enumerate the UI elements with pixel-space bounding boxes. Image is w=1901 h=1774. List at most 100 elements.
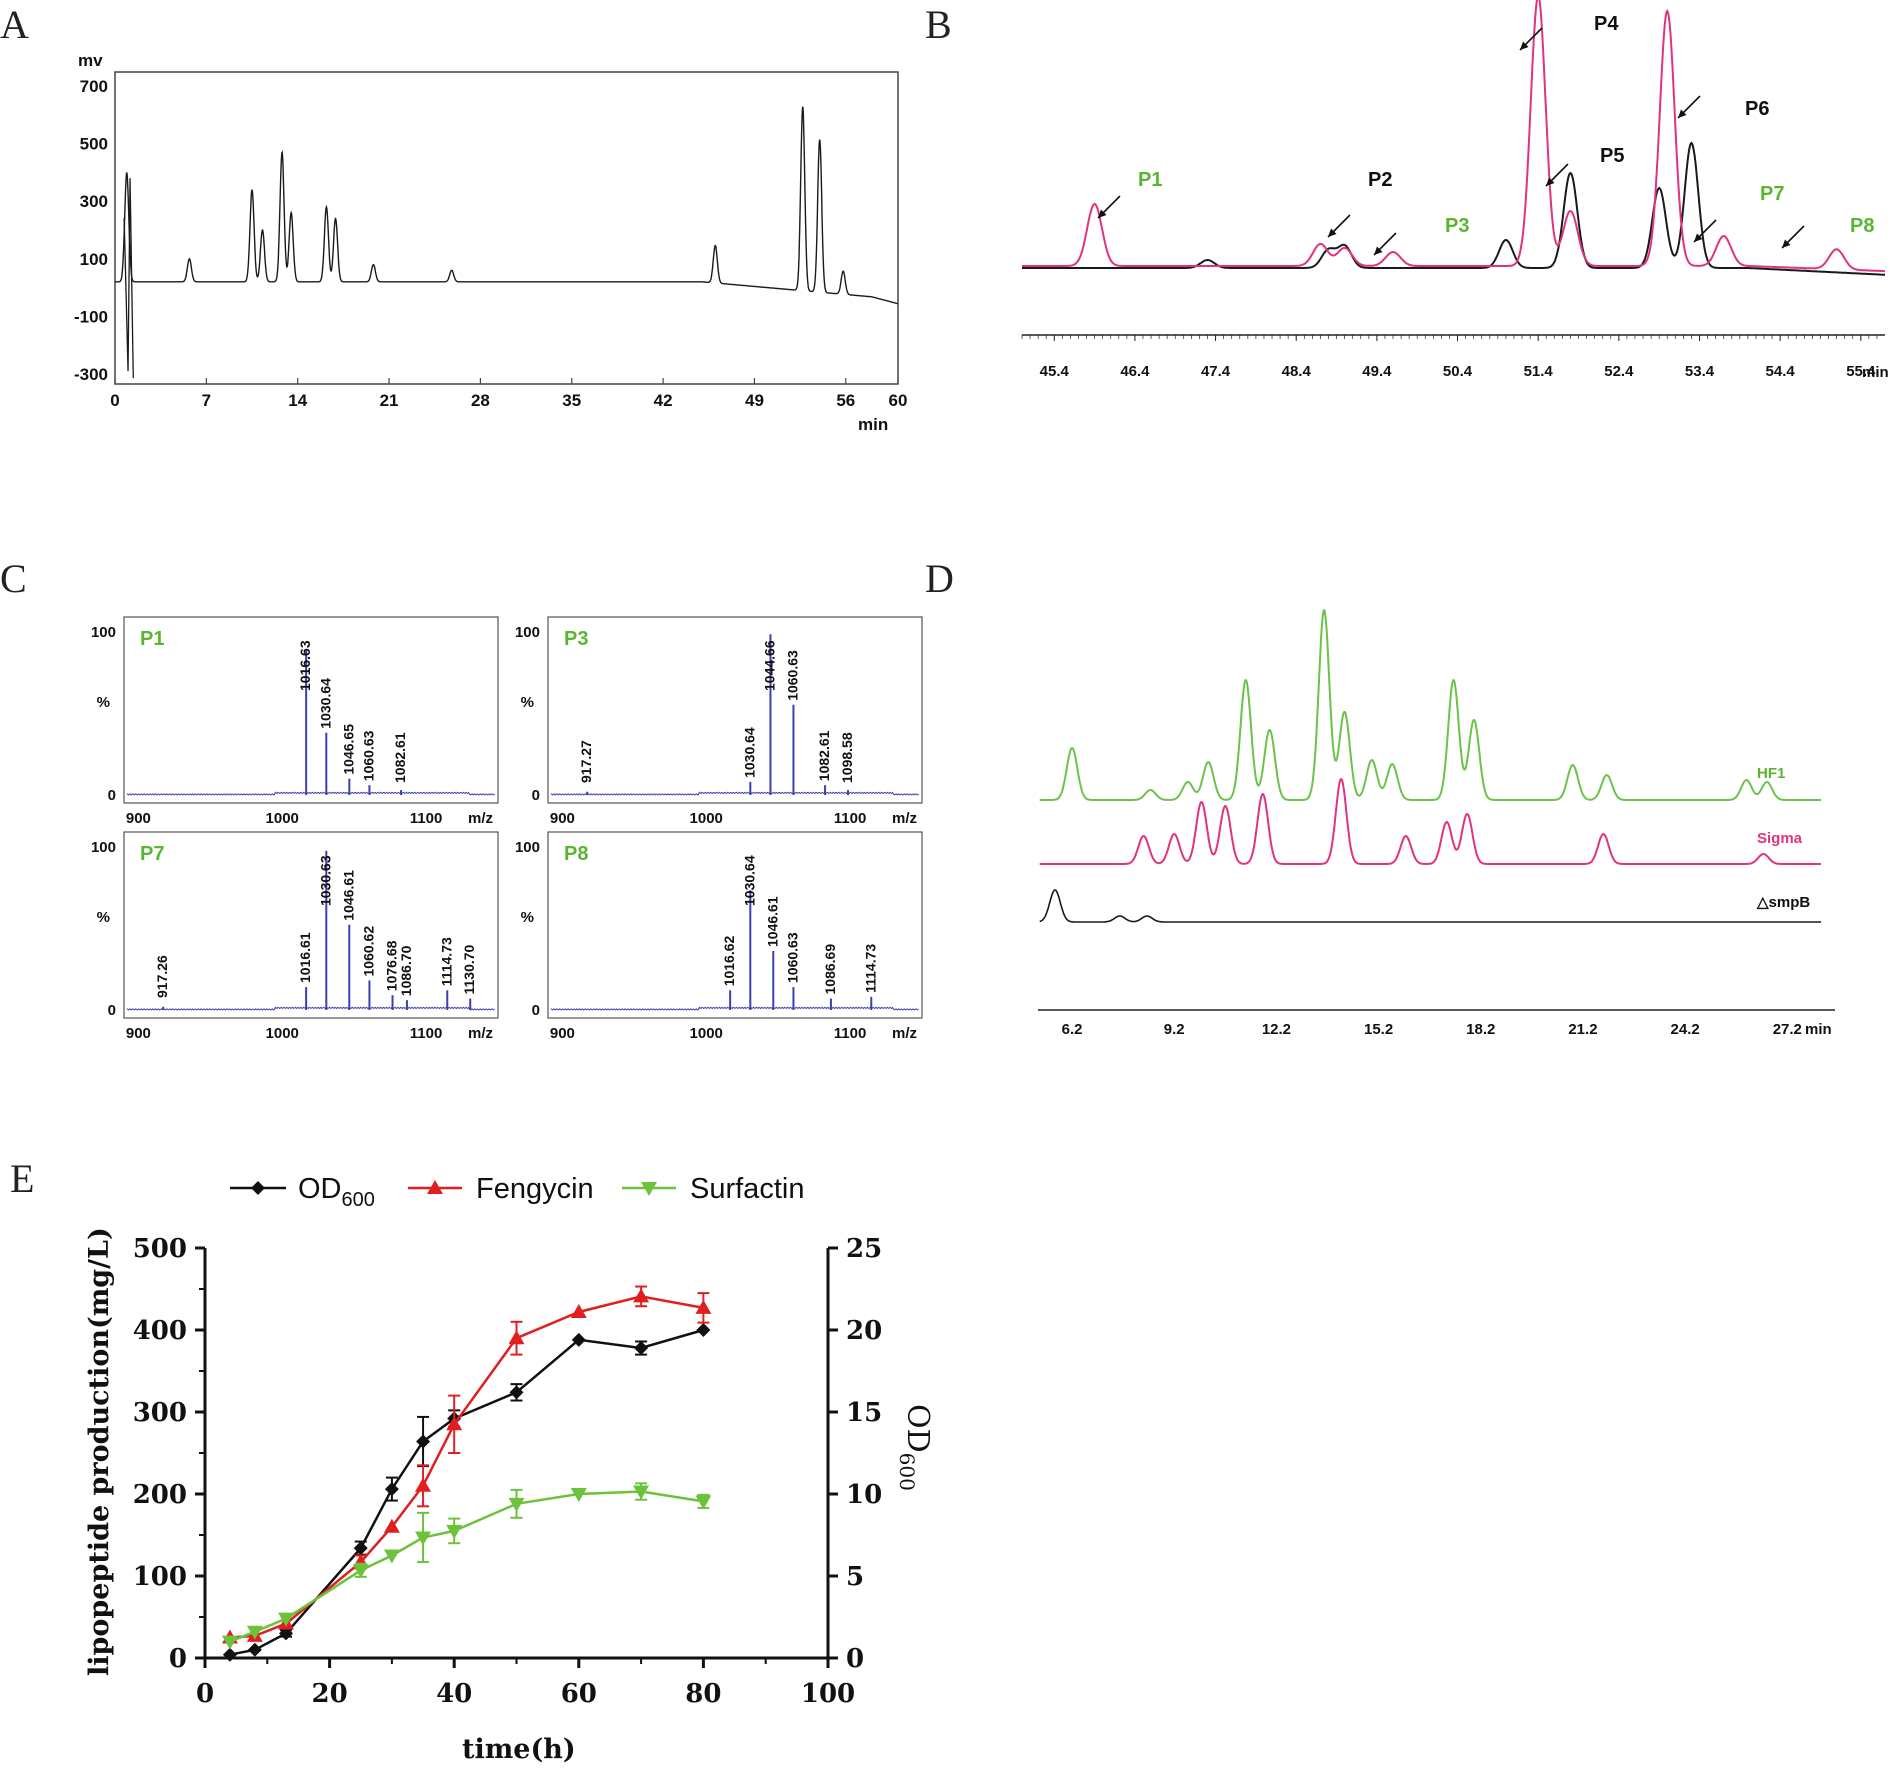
panel-c-xtick-label: 900	[126, 810, 151, 827]
panel-letter-e: E	[10, 1156, 34, 1201]
panel-c-frame	[547, 831, 923, 1019]
panel-e-xtick-label: 60	[561, 1679, 597, 1709]
panel-e-ytick-label: 200	[133, 1480, 187, 1510]
panel-c-xlabel: m/z	[468, 810, 493, 827]
panel-c-mz-label: 1046.61	[764, 896, 780, 947]
panel-e-plot-area	[221, 1285, 712, 1662]
panel-a-ytick-label: 100	[80, 250, 108, 269]
panel-b-peak-label-p7: P7	[1760, 183, 1784, 205]
panel-c-mz-label: 1016.61	[297, 932, 313, 983]
panel-c-spectrum-label: P1	[140, 628, 164, 650]
panel-d-xtick-label: 21.2	[1568, 1021, 1597, 1038]
panel-a-xtick-label: 49	[745, 391, 764, 410]
panel-e-marker	[278, 1626, 293, 1641]
panel-a-xlabel: min	[858, 415, 888, 434]
legend-fengycin-marker	[427, 1180, 443, 1194]
panel-c-mz-label: 1114.73	[438, 937, 454, 986]
panel-a-ytick-label: 300	[80, 192, 108, 211]
panel-e-series-fengycin	[221, 1285, 712, 1644]
panel-d-trace-hf1	[1039, 609, 1821, 801]
panel-d-xlabel: min	[1805, 1021, 1832, 1038]
panel-e-marker	[415, 1531, 432, 1546]
panel-e-marker	[446, 1524, 463, 1539]
panel-d-xtick-label: 12.2	[1262, 1021, 1291, 1038]
panel-b-peak-label-p6: P6	[1745, 98, 1769, 120]
panel-b-arrowhead	[1782, 239, 1791, 248]
panel-e-y2label: OD600	[895, 1404, 935, 1491]
panel-e-marker	[508, 1497, 525, 1512]
panel-e-y2tick-label: 0	[846, 1644, 864, 1674]
panel-e-marker	[696, 1323, 711, 1337]
panel-e-marker	[222, 1647, 237, 1662]
panel-c-mz-label: 917.27	[578, 740, 594, 783]
panel-e-marker	[416, 1434, 431, 1449]
legend-od-marker	[251, 1181, 265, 1195]
panel-e-xtick-label: 100	[801, 1679, 855, 1709]
panel-d-trace-smpb	[1039, 889, 1821, 923]
svg-text:OD600: OD600	[895, 1404, 935, 1491]
panel-e-marker	[695, 1299, 712, 1314]
panel-c-spectrum-label: P3	[564, 628, 588, 650]
panel-b-arrowhead	[1374, 246, 1383, 255]
panel-b-peak-label-p5: P5	[1600, 145, 1624, 167]
panel-c-mz-label: 1086.69	[822, 944, 838, 995]
panel-b-xtick-label: 51.4	[1524, 363, 1554, 380]
panel-d-label-smpb: △smpB	[1756, 894, 1810, 911]
panel-a-y-ticks: 700 500 300 100 -100 -300	[74, 77, 108, 384]
panel-c-mz-label: 1082.61	[392, 732, 408, 783]
panel-b-peak-label-p2: P2	[1368, 169, 1392, 191]
panel-c-mz-label: 1114.73	[862, 944, 878, 993]
panel-e-marker	[384, 1482, 399, 1497]
panel-e-marker	[352, 1564, 369, 1579]
panel-c-noise	[550, 791, 919, 796]
panel-c-ytick-0: 0	[108, 1002, 116, 1019]
panel-a-xtick-label: 42	[654, 391, 673, 410]
panel-b-xtick-label: 55.4	[1846, 363, 1876, 380]
panel-b-arrowhead	[1678, 109, 1687, 118]
panel-b-peak-label-p1: P1	[1138, 169, 1162, 191]
panel-c-spectrum-p3: P3 100% 0 900 1000 1100 m/z 917.27 1030.64 1044.6…	[515, 616, 923, 827]
panel-e-marker	[246, 1625, 263, 1640]
panel-e-y2label-sub: 600	[895, 1453, 919, 1491]
panel-b-xlabel: min	[1862, 364, 1889, 381]
panel-b-arrowhead	[1694, 233, 1703, 242]
panel-a-xtick-label: 56	[836, 391, 855, 410]
panel-c-ytick-100: 100	[515, 839, 540, 856]
panel-b-peak-labels: P1 P2 P3 P4 P5 P6 P7 P8	[1097, 13, 1874, 256]
panel-b-xtick-label: 46.4	[1120, 363, 1150, 380]
panel-a-xtick-label: 28	[471, 391, 490, 410]
panel-e-marker	[415, 1477, 432, 1492]
panel-b-arrowhead	[1520, 41, 1529, 50]
panel-e-marker	[570, 1488, 587, 1502]
panel-e-marker	[383, 1518, 400, 1533]
panel-e-y2tick-label: 20	[846, 1316, 882, 1346]
panel-c-noise	[126, 1006, 495, 1011]
panel-letter-a: A	[0, 2, 29, 47]
panel-e-xtick-label: 40	[436, 1679, 472, 1709]
panel-c-xtick-label: 1100	[410, 810, 443, 827]
panel-c-xtick-label: 1100	[834, 810, 867, 827]
panel-a-ytick-label: -300	[74, 365, 108, 384]
panel-c-spectrum-label: P7	[140, 843, 164, 865]
panel-c-mz-label: 1060.62	[360, 926, 376, 977]
panel-c-mz-label: 1030.64	[741, 855, 757, 906]
panel-c-xtick-label: 1000	[690, 810, 723, 827]
panel-c-mz-label: 1082.61	[816, 730, 832, 781]
panel-e-marker	[383, 1549, 400, 1564]
panel-d-xtick-label: 6.2	[1062, 1021, 1083, 1038]
panel-e-marker	[221, 1635, 238, 1650]
panel-b-xtick-label: 47.4	[1201, 363, 1231, 380]
panel-e-marker	[508, 1330, 525, 1345]
legend-od-label: OD600	[298, 1173, 375, 1211]
panel-e-ticks: 0 20 40 60 80 100 0 100 200 300 400 500 0 5 10 15 20 25	[133, 1234, 882, 1709]
panel-c-mz-label: 1130.70	[461, 944, 477, 994]
panel-c-mz-label: 1060.63	[784, 932, 800, 983]
panel-e-y2tick-label: 5	[846, 1562, 864, 1592]
panel-e-ytick-label: 300	[133, 1398, 187, 1428]
panel-d-xtick-label: 24.2	[1671, 1021, 1700, 1038]
panel-e-y2tick-label: 25	[846, 1234, 882, 1264]
panel-c-mz-label: 1030.63	[317, 855, 333, 906]
panel-e-xtick-label: 0	[196, 1679, 214, 1709]
panel-e-marker	[446, 1416, 463, 1431]
panel-c-mz-label: 1046.61	[340, 870, 356, 921]
